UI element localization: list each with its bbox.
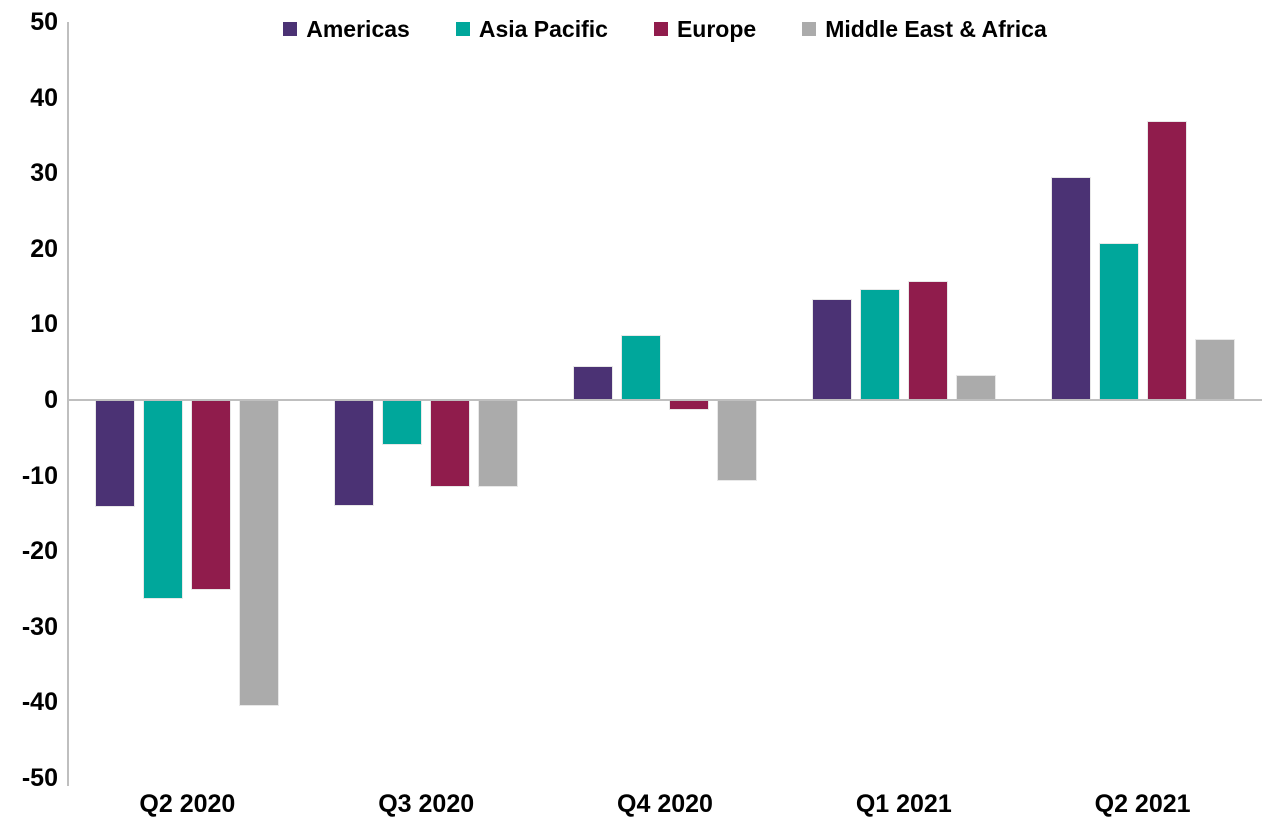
y-tick-label: 40 — [30, 83, 58, 112]
x-category-label: Q4 2020 — [617, 790, 713, 818]
x-category-label: Q1 2021 — [855, 790, 952, 818]
bar — [1099, 244, 1138, 400]
bar — [144, 401, 183, 598]
bar — [192, 401, 231, 590]
zero-gridline — [68, 399, 1262, 401]
bar — [574, 367, 612, 400]
y-axis-line — [67, 22, 69, 786]
legend-item: Middle East & Africa — [802, 16, 1047, 43]
y-tick-label: 30 — [30, 159, 58, 188]
y-tick-label: -30 — [21, 612, 58, 641]
bar — [1147, 121, 1186, 400]
bar — [335, 401, 374, 506]
y-tick-label: 10 — [30, 310, 58, 339]
legend-swatch-icon — [283, 22, 298, 36]
legend-swatch-icon — [653, 22, 668, 36]
legend-label: Americas — [306, 15, 410, 42]
bar — [812, 300, 851, 400]
y-tick-label: -40 — [21, 688, 58, 717]
bar — [860, 289, 899, 400]
bar — [718, 401, 756, 480]
bar — [479, 401, 518, 487]
bar — [240, 401, 279, 705]
y-tick-label: -50 — [21, 764, 58, 792]
x-category-label: Q2 2020 — [139, 790, 236, 818]
y-tick-label: 0 — [44, 386, 58, 414]
bar — [383, 401, 422, 445]
legend-label: Middle East & Africa — [825, 15, 1047, 42]
bar — [670, 401, 708, 410]
x-category-label: Q2 2021 — [1094, 790, 1191, 818]
chart-legend: Americas Asia Pacific Europe Middle East & … — [68, 12, 1262, 46]
bar — [622, 336, 660, 400]
legend-item: Europe — [653, 15, 757, 43]
bar — [1051, 177, 1090, 400]
bar — [431, 401, 470, 486]
legend-item: Asia Pacific — [455, 15, 608, 43]
legend-swatch-icon — [455, 22, 470, 36]
y-tick-label: 50 — [30, 8, 58, 36]
legend-item: Americas — [283, 16, 410, 43]
legend-label: Europe — [676, 15, 757, 42]
legend-label: Asia Pacific — [478, 15, 608, 42]
legend-swatch-icon — [802, 22, 817, 36]
x-category-label: Q3 2020 — [378, 790, 475, 818]
bar — [96, 401, 135, 507]
bar — [908, 282, 947, 400]
plot-area — [68, 22, 1262, 778]
bar — [956, 375, 995, 400]
y-tick-label: -20 — [21, 537, 58, 566]
y-tick-label: 20 — [30, 234, 58, 263]
y-tick-label: -10 — [21, 461, 58, 490]
bar — [1195, 340, 1234, 400]
